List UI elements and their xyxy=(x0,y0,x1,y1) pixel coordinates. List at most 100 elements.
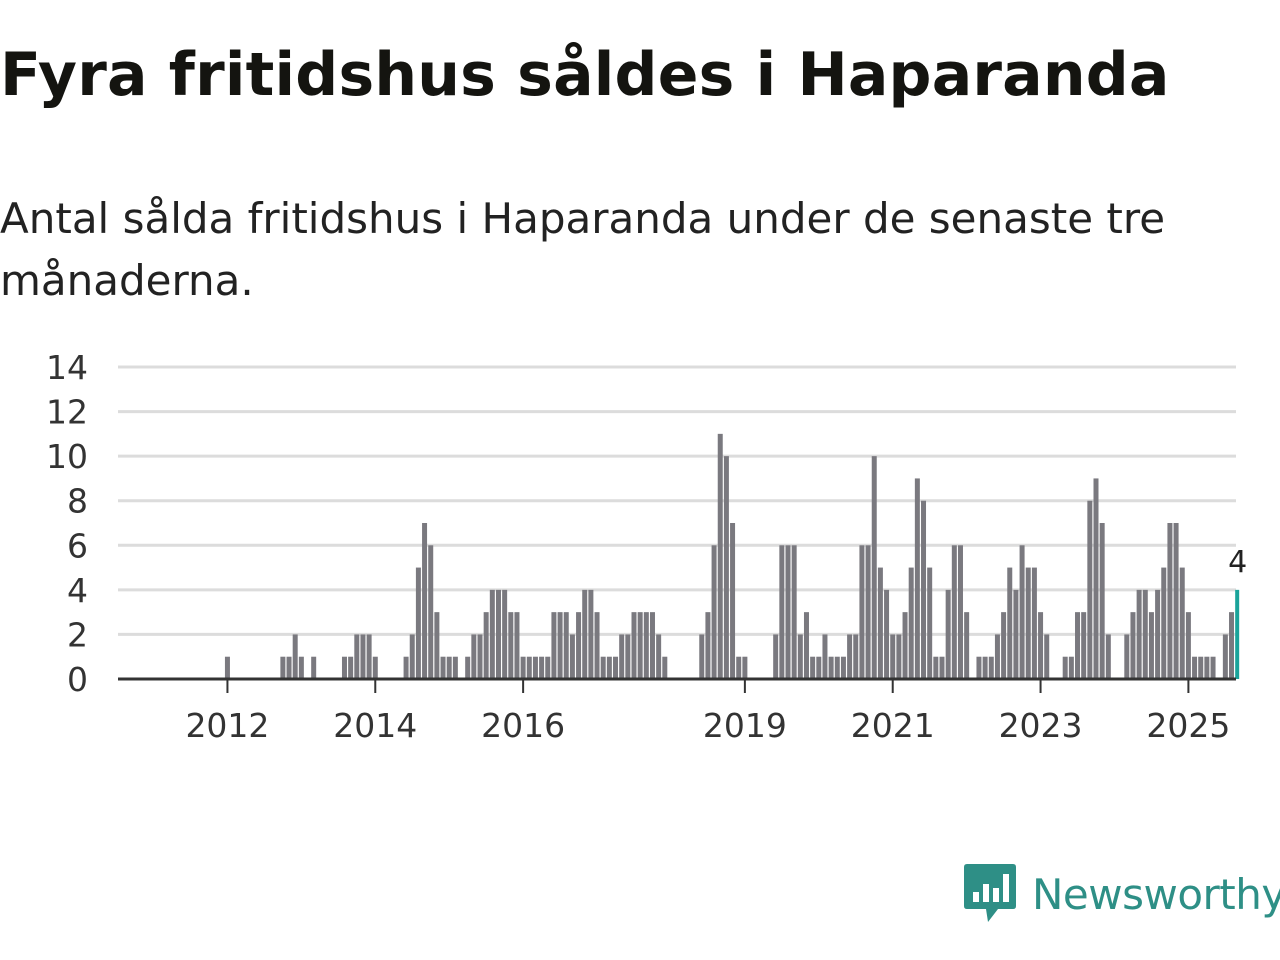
bar xyxy=(994,634,1000,679)
bar xyxy=(434,612,440,679)
bar xyxy=(982,656,988,679)
bar xyxy=(625,634,631,679)
bar xyxy=(803,612,809,679)
bar xyxy=(311,656,317,679)
bar xyxy=(619,634,625,679)
bar-highlight xyxy=(1235,589,1240,679)
bar xyxy=(742,656,748,679)
bar xyxy=(957,545,963,679)
bar xyxy=(428,545,434,679)
x-tick-label: 2025 xyxy=(1146,706,1230,745)
bar xyxy=(594,612,600,679)
bar xyxy=(502,589,508,679)
y-tick-label: 14 xyxy=(46,348,88,387)
bar xyxy=(348,656,354,679)
newsworthy-logo-icon xyxy=(964,864,1016,922)
x-tick-label: 2019 xyxy=(703,706,787,745)
grid-lines xyxy=(118,365,1236,636)
x-tick-label: 2014 xyxy=(333,706,417,745)
y-tick-label: 12 xyxy=(46,393,88,432)
bar xyxy=(1210,656,1216,679)
bar xyxy=(1198,656,1204,679)
bar xyxy=(409,634,415,679)
bar xyxy=(945,589,951,679)
bar xyxy=(526,656,532,679)
brand-name: Newsworthy xyxy=(1032,869,1280,919)
y-tick-label: 4 xyxy=(67,571,88,610)
bar xyxy=(354,634,360,679)
highlight-bar-label: 4 xyxy=(1228,545,1247,580)
bar xyxy=(853,634,859,679)
bar xyxy=(588,589,594,679)
x-axis: 2012 2014 2016 2019 2021 2023 2025 xyxy=(185,679,1230,745)
bar xyxy=(699,634,705,679)
y-tick-label: 6 xyxy=(67,526,88,565)
bar xyxy=(471,634,477,679)
bar xyxy=(643,612,649,679)
bar xyxy=(1019,545,1025,679)
y-tick-label: 8 xyxy=(67,482,88,521)
bar xyxy=(1222,634,1228,679)
bar xyxy=(366,634,372,679)
bar xyxy=(1068,656,1074,679)
bar xyxy=(1161,567,1167,679)
bar xyxy=(1155,589,1161,679)
bar xyxy=(1031,567,1037,679)
bar xyxy=(828,656,834,679)
bar xyxy=(656,634,662,679)
bar xyxy=(1179,567,1185,679)
bar xyxy=(730,523,736,679)
bar xyxy=(834,656,840,679)
bar xyxy=(896,634,902,679)
y-tick-label: 10 xyxy=(46,437,88,476)
bar xyxy=(495,589,501,679)
bar xyxy=(483,612,489,679)
bar xyxy=(662,656,668,679)
bar xyxy=(865,545,871,679)
y-axis: 0 2 4 6 8 10 12 14 xyxy=(46,348,88,699)
bar xyxy=(631,612,637,679)
bar xyxy=(810,656,816,679)
bar xyxy=(1173,523,1179,679)
bar xyxy=(422,523,428,679)
bar xyxy=(292,634,298,679)
bar xyxy=(711,545,717,679)
x-tick-label: 2023 xyxy=(999,706,1083,745)
bar xyxy=(927,567,933,679)
bar xyxy=(1087,500,1093,679)
bar xyxy=(964,612,970,679)
bar xyxy=(465,656,471,679)
bar xyxy=(840,656,846,679)
bar xyxy=(452,656,458,679)
bar xyxy=(613,656,619,679)
bar xyxy=(877,567,883,679)
bar xyxy=(773,634,779,679)
bar xyxy=(1229,612,1235,679)
bar xyxy=(372,656,378,679)
bar xyxy=(1013,589,1019,679)
bar xyxy=(1192,656,1198,679)
bar xyxy=(921,500,927,679)
bar xyxy=(557,612,563,679)
bar xyxy=(508,612,514,679)
bar xyxy=(951,545,957,679)
bar xyxy=(908,567,914,679)
bar xyxy=(1081,612,1087,679)
bar xyxy=(514,612,520,679)
bar xyxy=(489,589,495,679)
bar xyxy=(1136,589,1142,679)
bar xyxy=(600,656,606,679)
bar xyxy=(649,612,655,679)
bar xyxy=(532,656,538,679)
x-tick-label: 2016 xyxy=(481,706,565,745)
bar xyxy=(298,656,304,679)
bar xyxy=(890,634,896,679)
y-tick-label: 2 xyxy=(67,615,88,654)
bar xyxy=(551,612,557,679)
bar xyxy=(705,612,711,679)
bar xyxy=(360,634,366,679)
bar xyxy=(224,656,230,679)
bar xyxy=(1185,612,1191,679)
bar xyxy=(736,656,742,679)
x-tick-label: 2021 xyxy=(851,706,935,745)
